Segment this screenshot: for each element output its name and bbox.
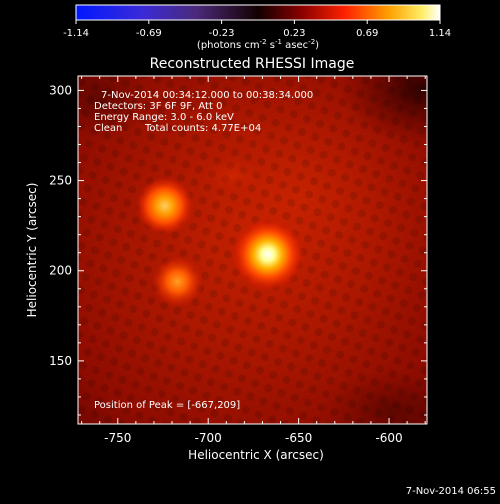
y-tick-label: 200 [49, 264, 72, 278]
colorbar-tick-label: 1.14 [429, 28, 451, 39]
flare-source [231, 217, 305, 292]
colorbar-tick-label: -1.14 [63, 28, 89, 39]
x-axis-ticks: -750 -700 -650 -600 [81, 76, 426, 445]
x-tick-label: -650 [285, 431, 312, 445]
x-tick-label: -750 [104, 431, 131, 445]
peak-position-label: Position of Peak = [-667,209] [94, 400, 240, 411]
rhessi-image [78, 76, 427, 424]
y-tick-label: 150 [49, 354, 72, 368]
time-range-label: 7-Nov-2014 00:34:12.000 to 00:38:34.000 [101, 90, 313, 101]
timestamp: 7-Nov-2014 06:55 [406, 486, 496, 497]
plot-title: Reconstructed RHESSI Image [150, 56, 355, 72]
colorbar-ticks: -1.14 -0.69 -0.23 0.23 0.69 1.14 [63, 20, 451, 39]
colorbar-tick-label: -0.69 [136, 28, 162, 39]
flare-sources [135, 176, 305, 308]
plot-frame [77, 75, 428, 425]
colorbar: -1.14 -0.69 -0.23 0.23 0.69 1.14 (photons cm-… [63, 4, 451, 51]
clean-label: Clean [94, 123, 122, 134]
energy-range-label: Energy Range: 3.0 - 6.0 keV [94, 112, 234, 123]
y-tick-label: 300 [49, 83, 72, 97]
colorbar-tick-label: 0.23 [283, 28, 305, 39]
detectors-label: Detectors: 3F 6F 9F, Att 0 [94, 101, 222, 112]
flare-source [151, 255, 204, 308]
flare-source [135, 176, 194, 235]
colorbar-units: (photons cm-2 s-1 asec-2) [197, 38, 319, 51]
total-counts-label: Total counts: 4.77E+04 [144, 123, 261, 134]
colorbar-tick-label: 0.69 [356, 28, 378, 39]
colorbar-tick-label: -0.23 [209, 28, 235, 39]
x-tick-label: -600 [375, 431, 402, 445]
y-axis-label: Heliocentric Y (arcsec) [25, 183, 39, 318]
annotations: 7-Nov-2014 00:34:12.000 to 00:38:34.000 … [94, 90, 313, 411]
y-tick-label: 250 [49, 174, 72, 188]
x-tick-label: -700 [195, 431, 222, 445]
x-axis-label: Heliocentric X (arcsec) [188, 448, 324, 462]
y-axis-ticks: 300 250 200 150 [49, 83, 427, 416]
colorbar-gradient [75, 4, 441, 21]
